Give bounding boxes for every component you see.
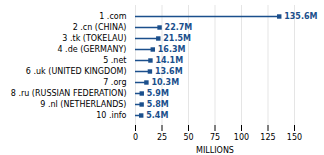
svg-text:25: 25 [157, 133, 167, 142]
svg-text:5.9M: 5.9M [147, 89, 169, 98]
svg-text:5.4M: 5.4M [146, 111, 168, 120]
svg-text:13.6M: 13.6M [155, 67, 183, 76]
svg-text:2 .cn (CHINA): 2 .cn (CHINA) [73, 23, 127, 32]
svg-text:135.6M: 135.6M [284, 12, 317, 21]
svg-text:9 .nl (NETHERLANDS): 9 .nl (NETHERLANDS) [40, 100, 126, 109]
svg-text:21.5M: 21.5M [163, 34, 191, 43]
svg-text:6 .uk (UNITED KINGDOM): 6 .uk (UNITED KINGDOM) [26, 67, 127, 76]
svg-text:7 .org: 7 .org [103, 78, 126, 87]
svg-text:8 .ru (RUSSIAN FEDERATION): 8 .ru (RUSSIAN FEDERATION) [11, 89, 127, 98]
svg-text:14.1M: 14.1M [155, 56, 183, 65]
svg-text:4 .de (GERMANY): 4 .de (GERMANY) [57, 45, 126, 54]
svg-text:0: 0 [133, 133, 138, 142]
svg-text:150: 150 [287, 133, 302, 142]
svg-text:10.3M: 10.3M [151, 78, 179, 87]
svg-text:125: 125 [260, 133, 275, 142]
svg-text:50: 50 [183, 133, 193, 142]
svg-text:100: 100 [234, 133, 249, 142]
svg-text:5.8M: 5.8M [147, 100, 169, 109]
svg-text:5 .net: 5 .net [103, 56, 126, 65]
svg-text:3 .tk (TOKELAU): 3 .tk (TOKELAU) [62, 34, 126, 43]
svg-text:75: 75 [210, 133, 220, 142]
svg-text:1 .com: 1 .com [99, 12, 126, 21]
svg-text:16.3M: 16.3M [158, 45, 186, 54]
svg-text:10 .info: 10 .info [96, 111, 126, 120]
svg-text:MILLIONS: MILLIONS [196, 146, 234, 155]
svg-text:22.7M: 22.7M [165, 23, 193, 32]
